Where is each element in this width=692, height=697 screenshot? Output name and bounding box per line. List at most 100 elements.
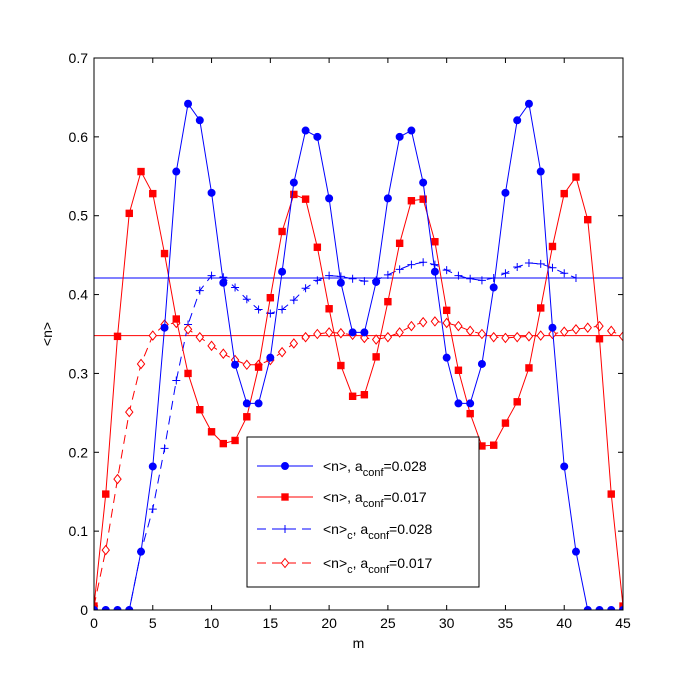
series-0-point-14 — [254, 399, 263, 408]
series-1-point-9 — [196, 406, 204, 414]
series-0-point-11 — [219, 278, 228, 287]
series-3-point-10 — [207, 340, 216, 352]
series-1-point-38 — [537, 304, 545, 312]
x-tick-label: 5 — [149, 615, 157, 631]
series-1-point-20 — [325, 305, 333, 313]
legend-marker-0 — [280, 461, 289, 470]
series-0-point-37 — [524, 99, 533, 108]
legend-marker-1 — [281, 493, 289, 501]
x-tick-label: 15 — [263, 615, 279, 631]
series-2-point-41 — [571, 274, 580, 283]
series-1-point-41 — [572, 173, 580, 181]
series-1-point-12 — [231, 436, 239, 445]
series-3-point-5 — [148, 330, 158, 341]
series-0-point-32 — [466, 399, 475, 408]
series-0-point-16 — [278, 267, 287, 276]
series-2-point-31 — [454, 271, 463, 280]
series-1-point-13 — [243, 413, 251, 421]
x-tick-label: 30 — [439, 615, 455, 631]
plot-area — [94, 99, 623, 610]
series-0-point-12 — [231, 360, 240, 369]
series-3-point-3 — [125, 406, 134, 418]
legend-marker-2 — [281, 525, 289, 533]
series-0-point-44 — [607, 606, 616, 610]
series-0-point-41 — [571, 547, 580, 556]
series-1-point-3 — [125, 209, 133, 218]
series-0-point-39 — [548, 323, 557, 332]
series-1-point-14 — [254, 363, 263, 371]
series-2-point-17 — [289, 296, 298, 305]
series-3-point-19 — [313, 328, 322, 340]
series-0-point-24 — [372, 277, 381, 286]
series-0-point-35 — [501, 188, 510, 197]
legend-label-2: <n>c, aconf=0.028 — [323, 521, 432, 542]
series-1-point-29 — [431, 238, 439, 246]
series-2-point-28 — [419, 258, 428, 267]
y-tick-label: 0.3 — [69, 365, 89, 381]
series-0-point-27 — [407, 126, 416, 135]
legend-marker-3 — [280, 557, 290, 569]
series-line-0 — [94, 102, 623, 610]
series-0-point-42 — [583, 606, 592, 610]
series-3-point-32 — [465, 325, 475, 337]
series-2-point-22 — [348, 274, 357, 283]
series-3-point-36 — [512, 331, 522, 343]
series-1-point-11 — [219, 439, 228, 448]
series-0-point-43 — [595, 606, 604, 610]
series-2-point-25 — [383, 270, 392, 279]
series-2-point-40 — [560, 269, 569, 278]
series-1-point-0 — [94, 602, 98, 610]
series-2-point-27 — [407, 260, 416, 269]
x-axis-label: m — [353, 635, 365, 651]
series-3-point-34 — [489, 331, 498, 343]
series-0-point-25 — [383, 194, 392, 203]
series-0-point-20 — [325, 194, 334, 203]
series-1-point-37 — [525, 364, 533, 372]
y-tick-label: 0.2 — [69, 444, 89, 460]
series-3-point-40 — [559, 326, 569, 337]
series-2-point-20 — [325, 271, 334, 280]
series-1-point-26 — [395, 239, 404, 248]
series-3-point-25 — [383, 331, 393, 343]
series-2 — [94, 258, 580, 610]
series-line-2 — [94, 261, 577, 610]
series-0-point-4 — [137, 547, 146, 556]
series-2-point-6 — [160, 444, 169, 453]
series-1-point-25 — [384, 297, 392, 306]
legend-entry-0: <n>, aconf=0.028 — [257, 458, 427, 479]
series-0-point-23 — [360, 328, 369, 337]
y-tick-label: 0.1 — [69, 523, 89, 539]
series-1-point-44 — [607, 490, 615, 498]
series-0-point-22 — [348, 328, 357, 337]
series-0-point-5 — [148, 462, 157, 471]
series-0-point-30 — [442, 353, 451, 362]
series-3-point-42 — [583, 322, 592, 333]
series-1-point-1 — [102, 490, 110, 498]
series-1-point-8 — [184, 369, 192, 378]
series-1-point-24 — [372, 353, 380, 361]
series-line-1 — [94, 170, 623, 607]
series-0-point-36 — [513, 116, 522, 125]
series-3-point-18 — [301, 331, 310, 343]
series-0 — [94, 99, 623, 610]
series-0-point-33 — [477, 359, 486, 368]
series-2-point-39 — [548, 263, 557, 272]
series-3-point-2 — [113, 473, 122, 485]
series-1-point-10 — [207, 428, 216, 436]
series-3-point-33 — [477, 328, 487, 340]
x-tick-label: 25 — [380, 615, 396, 631]
series-3-point-37 — [524, 331, 534, 342]
series-0-point-21 — [336, 278, 345, 287]
series-1 — [94, 167, 623, 610]
series-3-point-1 — [101, 544, 110, 556]
series-0-point-15 — [266, 353, 275, 362]
series-0-point-3 — [125, 606, 134, 610]
series-0-point-34 — [489, 283, 498, 292]
series-0-point-38 — [536, 167, 545, 176]
series-2-point-19 — [313, 276, 322, 285]
series-3-point-27 — [407, 320, 416, 332]
series-3-point-31 — [454, 320, 463, 332]
